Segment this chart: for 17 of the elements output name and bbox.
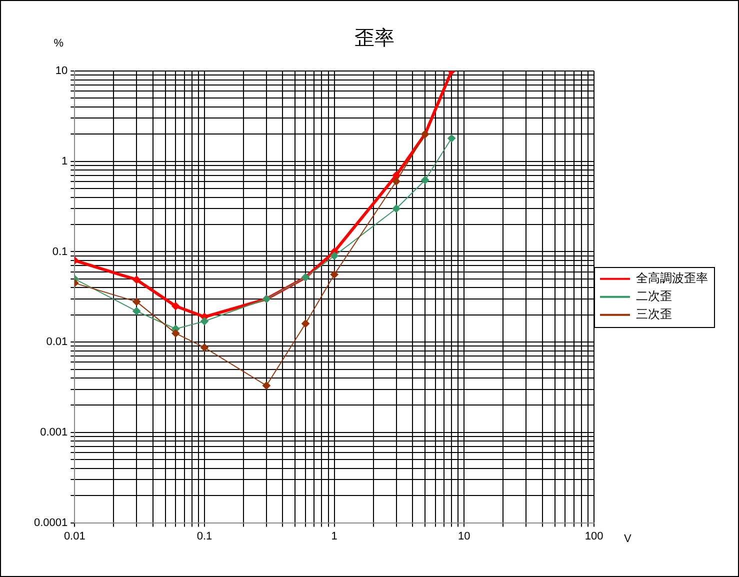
y-tick-label: 1 (62, 155, 68, 168)
x-tick-label: 100 (584, 530, 604, 542)
legend-label: 二次歪 (636, 289, 672, 304)
y-tick-label: 0.01 (46, 336, 68, 348)
chart-title: 歪率 (354, 28, 394, 50)
x-axis-title: V (624, 532, 632, 545)
y-tick-label: 0.1 (52, 246, 68, 258)
y-tick-label: 10 (55, 65, 68, 78)
y-tick-label: 0.0001 (34, 516, 68, 529)
y-tick-label: 0.001 (40, 426, 68, 438)
x-tick-label: 0.01 (64, 530, 86, 542)
x-tick-label: 0.1 (196, 530, 212, 542)
y-axis-title: % (54, 38, 64, 50)
x-tick-label: 1 (331, 530, 338, 542)
x-tick-label: 10 (458, 530, 470, 542)
legend-label: 全高調波歪率 (636, 271, 708, 286)
legend-label: 三次歪 (636, 307, 672, 322)
